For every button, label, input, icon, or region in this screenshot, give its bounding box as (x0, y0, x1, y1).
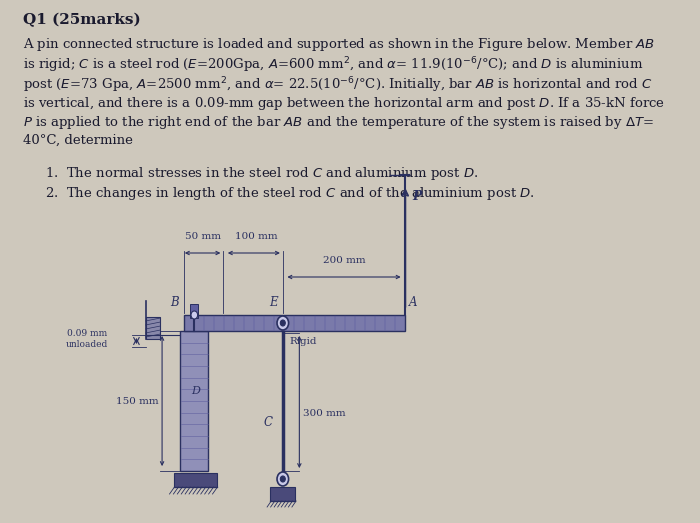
Text: C: C (264, 416, 273, 429)
Bar (174, 473, 217, 487)
Text: is vertical, and there is a 0.09-mm gap between the horizontal arm and post $\it: is vertical, and there is a 0.09-mm gap … (23, 95, 665, 111)
Text: 50 mm: 50 mm (186, 232, 221, 241)
Text: Q1 (25marks): Q1 (25marks) (23, 13, 141, 27)
Text: 100 mm: 100 mm (235, 232, 278, 241)
Circle shape (280, 476, 286, 482)
Text: post ($\it{E}$=73 Gpa, $\it{A}$=2500 mm$^2$, and $\it{\alpha}$= 22.5(10$^{-6}$/°: post ($\it{E}$=73 Gpa, $\it{A}$=2500 mm$… (23, 75, 652, 95)
Circle shape (277, 472, 288, 486)
Text: 1.  The normal stresses in the steel rod $\it{C}$ and aluminium post $\it{D}$.: 1. The normal stresses in the steel rod … (46, 165, 479, 182)
Text: 0.09 mm
unloaded: 0.09 mm unloaded (65, 329, 108, 349)
Text: Rigid: Rigid (289, 337, 317, 346)
Text: P: P (412, 190, 421, 203)
Text: is rigid; $\it{C}$ is a steel rod ($\it{E}$=200Gpa, $\it{A}$=600 mm$^2$, and $\i: is rigid; $\it{C}$ is a steel rod ($\it{… (23, 55, 643, 75)
Text: $\it{P}$ is applied to the right end of the bar $\it{AB}$ and the temperature of: $\it{P}$ is applied to the right end of … (23, 114, 654, 131)
Text: 40°C, determine: 40°C, determine (23, 133, 133, 146)
Circle shape (277, 316, 288, 330)
Bar (183, 315, 405, 331)
Text: A: A (410, 296, 418, 309)
Bar (181, 331, 209, 471)
Text: B: B (170, 296, 178, 309)
Bar (270, 487, 295, 501)
Text: 200 mm: 200 mm (323, 256, 365, 265)
Bar (190, 304, 199, 318)
Text: 300 mm: 300 mm (302, 408, 345, 417)
Circle shape (191, 311, 197, 319)
Text: A pin connected structure is loaded and supported as shown in the Figure below. : A pin connected structure is loaded and … (23, 36, 655, 53)
Text: 150 mm: 150 mm (116, 396, 159, 405)
Bar (146, 317, 160, 339)
Text: D: D (192, 386, 200, 396)
Text: 2.  The changes in length of the steel rod $\it{C}$ and of the aluminium post $\: 2. The changes in length of the steel ro… (46, 185, 536, 201)
Circle shape (280, 320, 286, 326)
Text: E: E (270, 296, 278, 309)
